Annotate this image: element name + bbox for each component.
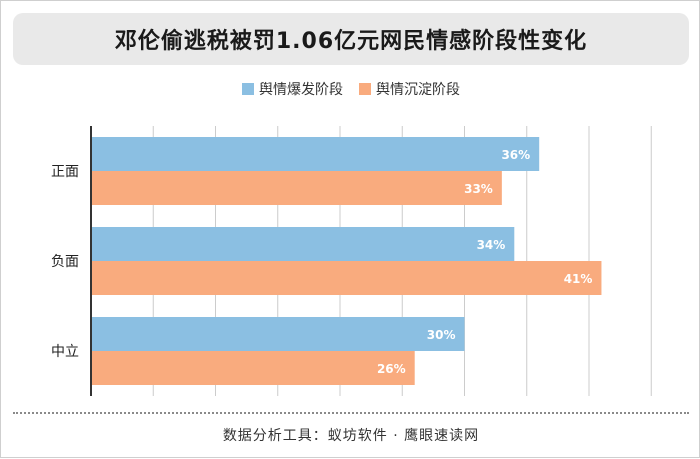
footer-divider	[13, 412, 689, 414]
title-banner: 邓伦偷逃税被罚1.06亿元网民情感阶段性变化	[13, 13, 689, 65]
legend-swatch-burst	[242, 83, 254, 95]
data-label: 41%	[564, 272, 593, 286]
category-label: 正面	[51, 164, 79, 180]
legend-swatch-settle	[359, 83, 371, 95]
category-label: 负面	[51, 254, 79, 270]
bar-burst	[91, 317, 465, 351]
bar-burst	[91, 227, 515, 261]
category-label: 中立	[51, 344, 79, 360]
data-label: 33%	[464, 182, 493, 196]
legend-item-burst: 舆情爆发阶段	[242, 79, 343, 99]
bar-burst	[91, 137, 540, 171]
legend-item-settle: 舆情沉淀阶段	[359, 79, 460, 99]
bar-settle	[91, 351, 415, 385]
data-label: 30%	[427, 328, 456, 342]
data-label: 36%	[501, 148, 530, 162]
legend-label-burst: 舆情爆发阶段	[259, 82, 343, 98]
bar-settle	[91, 171, 502, 205]
data-label: 34%	[477, 238, 506, 252]
chart-title: 邓伦偷逃税被罚1.06亿元网民情感阶段性变化	[114, 29, 588, 54]
bar-settle	[91, 261, 602, 295]
data-label: 26%	[377, 362, 406, 376]
footer-source: 数据分析工具：蚁坊软件 · 鹰眼速读网	[222, 428, 480, 444]
legend: 舆情爆发阶段 舆情沉淀阶段	[1, 79, 700, 99]
legend-label-settle: 舆情沉淀阶段	[376, 82, 460, 98]
